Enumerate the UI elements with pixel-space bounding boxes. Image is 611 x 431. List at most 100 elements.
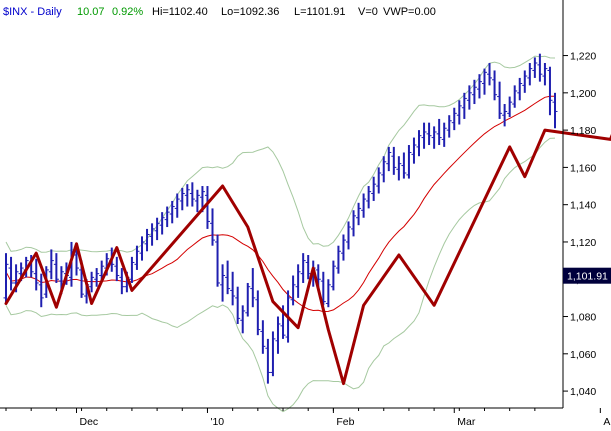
ohlc-bar [230, 271, 236, 306]
ohlc-bar [487, 63, 493, 86]
ohlc-bar [512, 85, 518, 108]
ohlc-bar [461, 92, 467, 119]
vwap-value: VWP=0.00 [383, 6, 436, 18]
ohlc-bar [295, 264, 301, 298]
ohlc-bar [290, 275, 296, 306]
ohlc-bar [537, 53, 543, 82]
ohlc-bar [245, 282, 251, 317]
ohlc-bar [320, 271, 326, 306]
ohlc-bar [411, 137, 417, 164]
ohlc-bar [517, 77, 523, 101]
symbol-separator: - [27, 6, 37, 18]
ohlc-bar [527, 63, 533, 86]
ohlc-bar [250, 268, 256, 308]
low-value: Lo=1092.36 [221, 6, 279, 18]
ohlc-bar [8, 256, 14, 291]
ohlc-bar [542, 63, 548, 86]
ohlc-bar [351, 210, 357, 237]
y-tick-label: 1,140 [570, 200, 596, 212]
ohlc-bar [335, 245, 341, 274]
x-tick-label: Dec [80, 416, 99, 428]
symbol-text: $INX [3, 6, 28, 18]
change-percent: 0.92% [112, 6, 143, 18]
x-tick-label: '10 [210, 416, 224, 428]
ohlc-bar [134, 245, 140, 270]
ohlc-bar [471, 79, 477, 105]
ohlc-bar [547, 66, 553, 116]
ohlc-bar [492, 70, 498, 101]
y-tick-label: 1,180 [570, 125, 596, 137]
ohlc-bar [330, 260, 336, 291]
ohlc-bar [466, 85, 472, 110]
zigzag-line [4, 128, 611, 386]
ohlc-bar [270, 331, 276, 377]
ohlc-bar [33, 258, 39, 291]
ohlc-bar [366, 186, 372, 209]
ohlc-bar [169, 200, 175, 224]
ohlc-bar [497, 81, 503, 119]
high-value: Hi=1102.40 [152, 6, 208, 18]
ohlc-bar [406, 145, 412, 179]
ohlc-bar [325, 279, 331, 308]
change-value: 10.07 [77, 6, 105, 18]
ohlc-bar [446, 115, 452, 138]
zigzag-layer [4, 128, 611, 386]
ohlc-bar [431, 126, 437, 149]
ohlc-bar [456, 100, 462, 125]
lower-band-line [5, 137, 556, 413]
last-price-marker: 1,101.91 [563, 267, 611, 284]
y-tick-label: 1,080 [570, 312, 596, 324]
ohlc-bar [94, 268, 100, 287]
quote-header: $INX - Daily 10.07 0.92% Hi=1102.40 Lo=1… [3, 6, 436, 18]
ohlc-bars-layer [3, 53, 558, 384]
ohlc-bar [436, 118, 442, 146]
x-tick-label: Apr [603, 416, 611, 428]
y-tick-label: 1,060 [570, 349, 596, 361]
ohlc-bar [401, 152, 407, 179]
ohlc-bar [235, 286, 241, 324]
ohlc-bar [476, 74, 482, 99]
ohlc-bar [451, 107, 457, 131]
last-price-label: 1,101.91 [567, 271, 608, 283]
ohlc-bar [174, 193, 180, 218]
ohlc-bar [114, 256, 120, 282]
ohlc-bar [53, 253, 59, 283]
ohlc-bar [220, 264, 226, 302]
ohlc-bar [89, 271, 95, 293]
ohlc-bar [159, 212, 165, 235]
x-axis-ticks: Dec '10 Feb Mar Apr [5, 408, 611, 428]
period-text: Daily [37, 6, 62, 18]
ohlc-bar [396, 156, 402, 181]
ohlc-bar [522, 70, 528, 93]
ohlc-bar [552, 92, 558, 129]
ohlc-bar [210, 208, 216, 246]
ohlc-bar [376, 167, 382, 194]
ohlc-bar [149, 223, 155, 246]
ohlc-bar [225, 260, 231, 295]
ohlc-bar [139, 236, 145, 261]
ohlc-bar [265, 338, 271, 384]
ohlc-bar [381, 156, 387, 183]
ohlc-bar [38, 273, 44, 308]
ohlc-bar [255, 290, 261, 336]
ohlc-bar [371, 176, 377, 201]
ohlc-bar [215, 234, 221, 287]
ohlc-bar [129, 256, 135, 283]
ohlc-bar [154, 217, 160, 241]
ohlc-bar [260, 320, 266, 354]
ohlc-bar [386, 146, 392, 172]
ohlc-bar [356, 202, 362, 226]
ohlc-bar [3, 253, 9, 304]
ohlc-bar [532, 57, 538, 78]
ohlc-bar [204, 186, 210, 229]
ohlc-bar [416, 130, 422, 157]
ohlc-bar [194, 189, 200, 213]
y-tick-label: 1,200 [570, 88, 596, 100]
x-tick-label: Feb [336, 416, 354, 428]
ohlc-bar [240, 305, 246, 334]
ohlc-bar [421, 122, 427, 149]
ohlc-bar [507, 96, 513, 118]
ohlc-bar [275, 316, 281, 354]
